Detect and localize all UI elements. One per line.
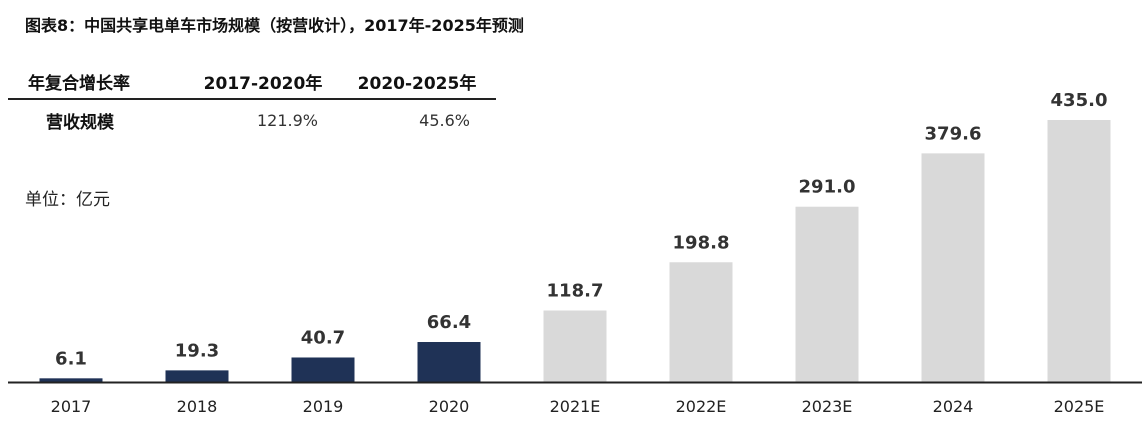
cagr-header-period-2: 2020-2025年 [357,73,477,94]
bar [1047,120,1111,382]
x-tick-label: 2022E [676,397,727,416]
cagr-header-label: 年复合增长率 [28,73,130,94]
bar [543,310,607,382]
cagr-value-period-1: 121.9% [256,110,318,130]
cagr-table-row: 营收规模 121.9% 45.6% [8,100,496,140]
cagr-header-period-1: 2017-2020年 [203,73,323,94]
data-label: 6.1 [55,348,87,369]
bar [921,153,985,382]
bar [417,342,481,382]
unit-label: 单位：亿元 [25,190,110,210]
x-tick-label: 2023E [802,397,853,416]
bar [291,357,355,382]
x-tick-label: 2024 [933,397,974,416]
data-label: 379.6 [925,123,982,144]
data-label: 66.4 [427,312,471,333]
x-tick-label: 2018 [177,397,218,416]
x-tick-label: 2020 [429,397,470,416]
data-label: 118.7 [547,281,604,302]
chart-title: 图表8：中国共享电单车市场规模（按营收计），2017年-2025年预测 [25,16,524,35]
bar [669,262,733,382]
bar [795,206,859,382]
bar [165,370,229,382]
data-label: 435.0 [1051,90,1108,111]
cagr-value-period-2: 45.6% [419,110,470,130]
x-tick-label: 2025E [1054,397,1105,416]
cagr-table-header: 年复合增长率 2017-2020年 2020-2025年 [8,64,496,100]
data-label: 40.7 [301,327,345,348]
bar [39,378,103,382]
x-tick-label: 2019 [303,397,344,416]
data-label: 198.8 [673,232,730,253]
x-tick-label: 2017 [51,397,92,416]
cagr-row-label: 营收规模 [46,112,114,133]
data-label: 291.0 [799,177,856,198]
data-label: 19.3 [175,340,219,361]
x-tick-label: 2021E [550,397,601,416]
cagr-table: 年复合增长率 2017-2020年 2020-2025年 营收规模 121.9%… [8,64,496,140]
